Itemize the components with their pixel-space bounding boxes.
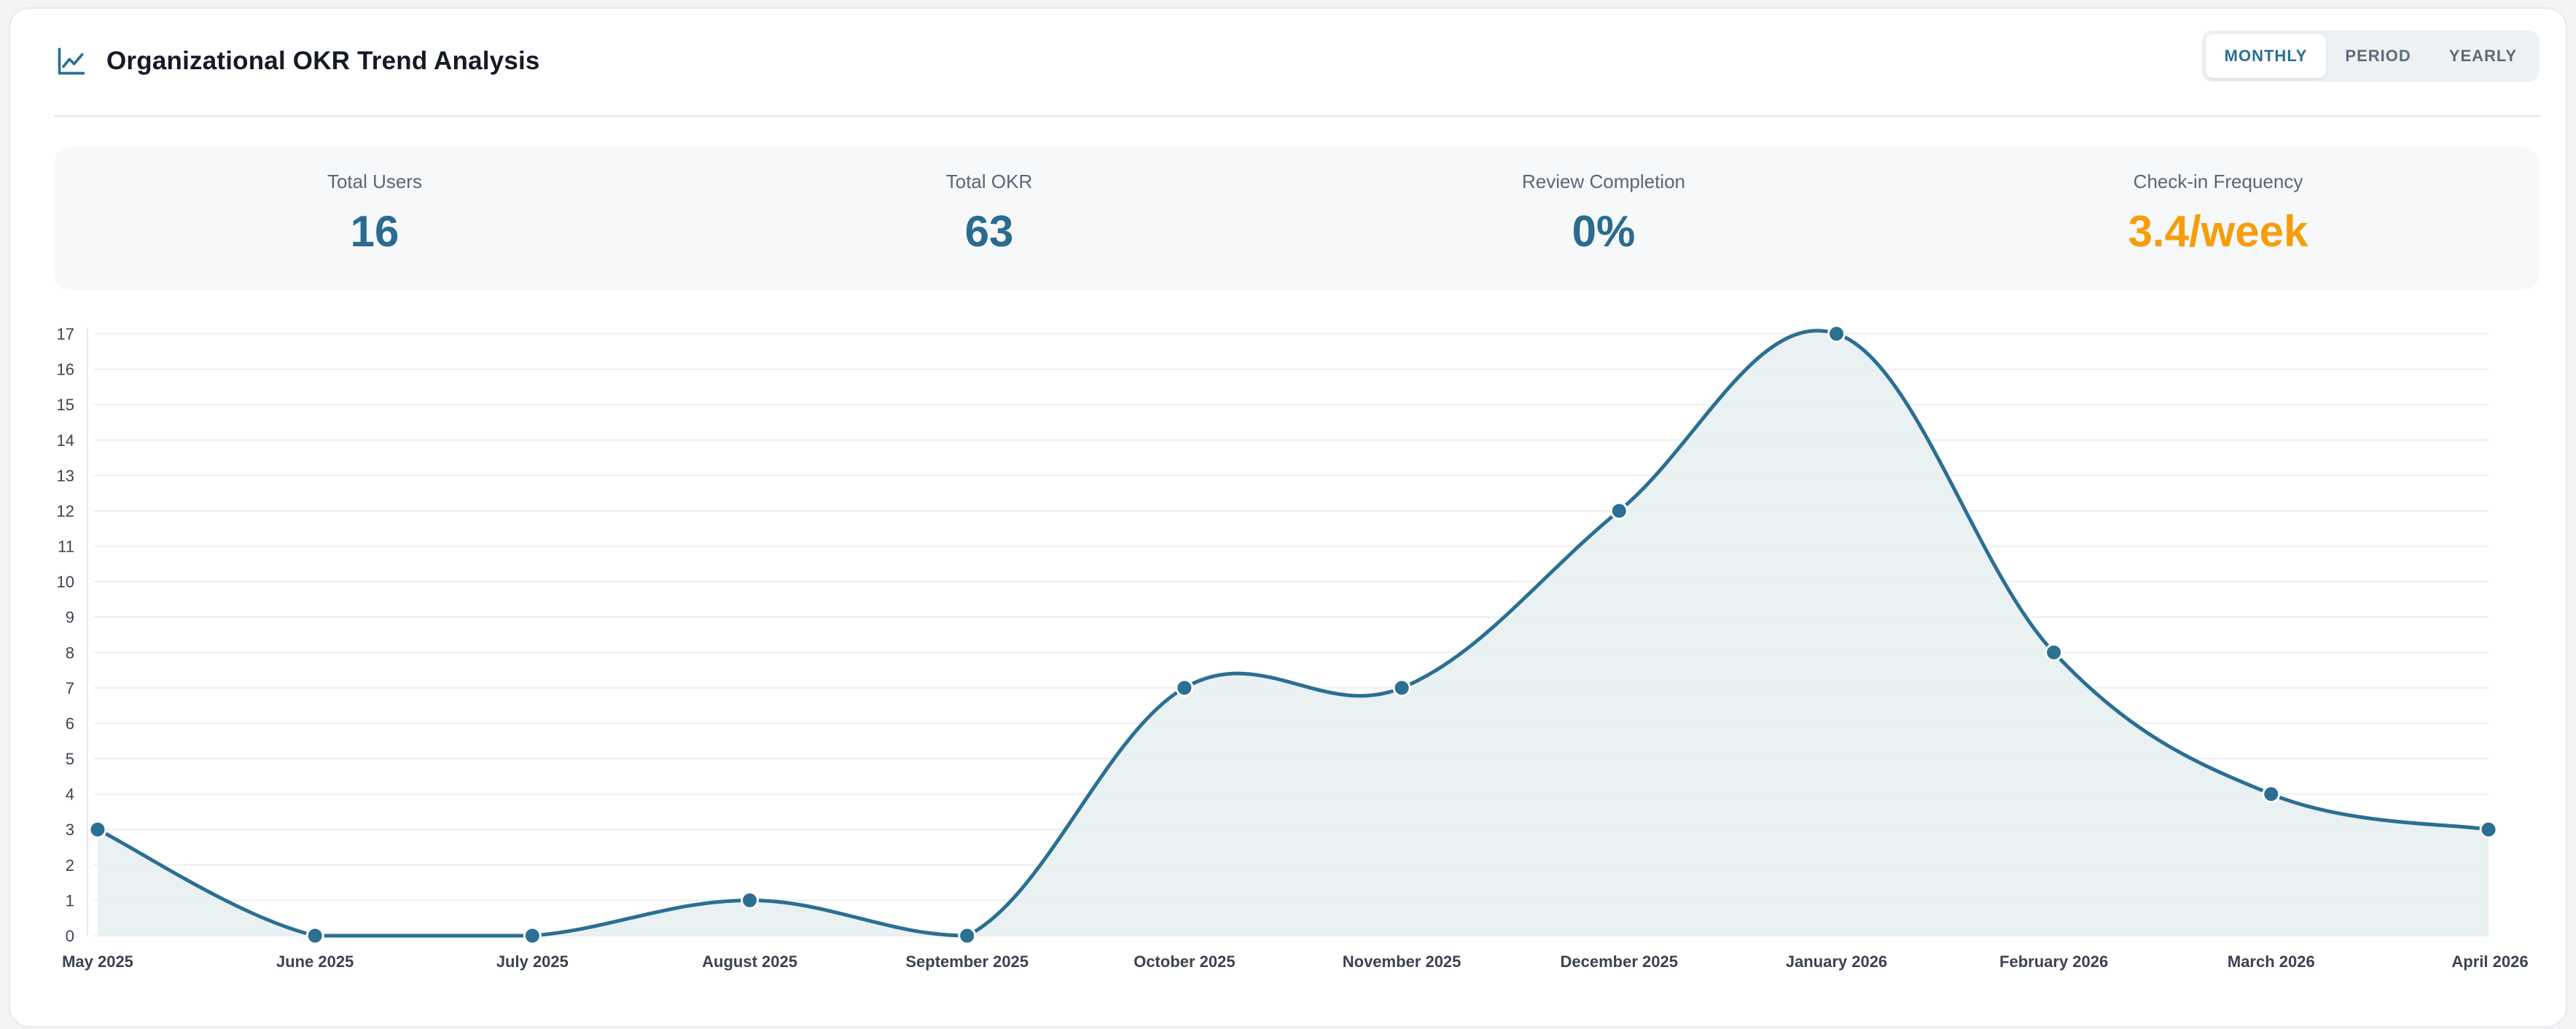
- y-tick-label: 10: [57, 573, 74, 591]
- area-layer: [98, 330, 2489, 936]
- y-tick-label: 17: [57, 325, 74, 343]
- y-tick-label: 3: [66, 821, 74, 839]
- data-point[interactable]: [2479, 820, 2498, 839]
- data-point[interactable]: [1609, 501, 1628, 520]
- y-tick-label: 15: [57, 396, 74, 414]
- x-tick-label: November 2025: [1343, 952, 1461, 971]
- stats-panel: Total Users 16 Total OKR 63 Review Compl…: [54, 147, 2540, 290]
- stat-label: Total OKR: [945, 171, 1033, 192]
- x-tick-label: February 2026: [1999, 952, 2108, 971]
- stat-label: Check-in Frequency: [2133, 171, 2303, 192]
- y-tick-label: 7: [66, 679, 74, 697]
- data-point[interactable]: [88, 820, 107, 839]
- y-tick-label: 11: [58, 538, 74, 556]
- stat-label: Total Users: [327, 171, 423, 192]
- data-point[interactable]: [305, 926, 324, 945]
- x-tick-label: July 2025: [496, 952, 569, 971]
- tab-yearly[interactable]: YEARLY: [2448, 47, 2517, 65]
- x-tick-label: March 2026: [2228, 952, 2315, 971]
- grid-lines: [87, 328, 2489, 936]
- y-tick-label: 1: [66, 891, 74, 909]
- data-point[interactable]: [523, 926, 542, 945]
- data-point[interactable]: [2045, 643, 2064, 662]
- x-tick-label: June 2025: [276, 952, 354, 971]
- data-point[interactable]: [958, 926, 977, 945]
- stat-value: 63: [964, 207, 1014, 256]
- data-point[interactable]: [1827, 324, 1846, 343]
- y-tick-label: 2: [66, 856, 74, 875]
- x-axis-ticks: May 2025 June 2025 July 2025 August 2025 Sep…: [62, 952, 2529, 971]
- y-tick-label: 0: [66, 927, 74, 945]
- area-fill: [98, 330, 2489, 936]
- stat-value: 3.4/week: [2128, 207, 2308, 256]
- x-tick-label: January 2026: [1786, 952, 1887, 971]
- tab-period[interactable]: PERIOD: [2345, 47, 2411, 65]
- stat-value: 0%: [1572, 207, 1636, 256]
- data-point[interactable]: [741, 891, 760, 909]
- y-tick-label: 14: [57, 431, 74, 450]
- stat-review-completion: Review Completion 0%: [1458, 147, 1749, 257]
- x-tick-label: April 2026: [2451, 952, 2528, 971]
- y-tick-label: 16: [57, 361, 74, 379]
- period-toggle: MONTHLY PERIOD YEARLY: [2201, 31, 2540, 82]
- data-point[interactable]: [2262, 785, 2281, 804]
- stat-label: Review Completion: [1522, 171, 1685, 192]
- line-chart-icon: [58, 47, 85, 75]
- card-header: Organizational OKR Trend Analysis MONTHL…: [54, 9, 2540, 117]
- x-tick-label: December 2025: [1561, 952, 1678, 971]
- x-tick-label: September 2025: [905, 952, 1029, 971]
- x-tick-label: May 2025: [62, 952, 133, 971]
- stat-checkin-frequency: Check-in Frequency 3.4/week: [2072, 147, 2364, 257]
- page-title: Organizational OKR Trend Analysis: [106, 47, 540, 75]
- y-tick-label: 12: [57, 502, 74, 520]
- okr-trend-card: Organizational OKR Trend Analysis MONTHL…: [9, 7, 2567, 1028]
- stat-total-users: Total Users 16: [229, 147, 520, 257]
- y-tick-label: 6: [66, 714, 74, 732]
- points-layer: [88, 324, 2498, 945]
- y-tick-label: 9: [66, 609, 74, 627]
- y-tick-label: 13: [57, 466, 74, 485]
- data-point[interactable]: [1392, 678, 1411, 697]
- data-point[interactable]: [1175, 678, 1194, 697]
- stat-value: 16: [350, 207, 399, 256]
- tab-monthly[interactable]: MONTHLY: [2205, 34, 2327, 78]
- x-tick-label: August 2025: [702, 952, 797, 971]
- y-tick-label: 5: [66, 750, 74, 768]
- stat-total-okr: Total OKR 63: [843, 147, 1135, 257]
- y-tick-label: 8: [66, 643, 74, 662]
- y-tick-label: 4: [66, 786, 74, 804]
- x-tick-label: October 2025: [1133, 952, 1235, 971]
